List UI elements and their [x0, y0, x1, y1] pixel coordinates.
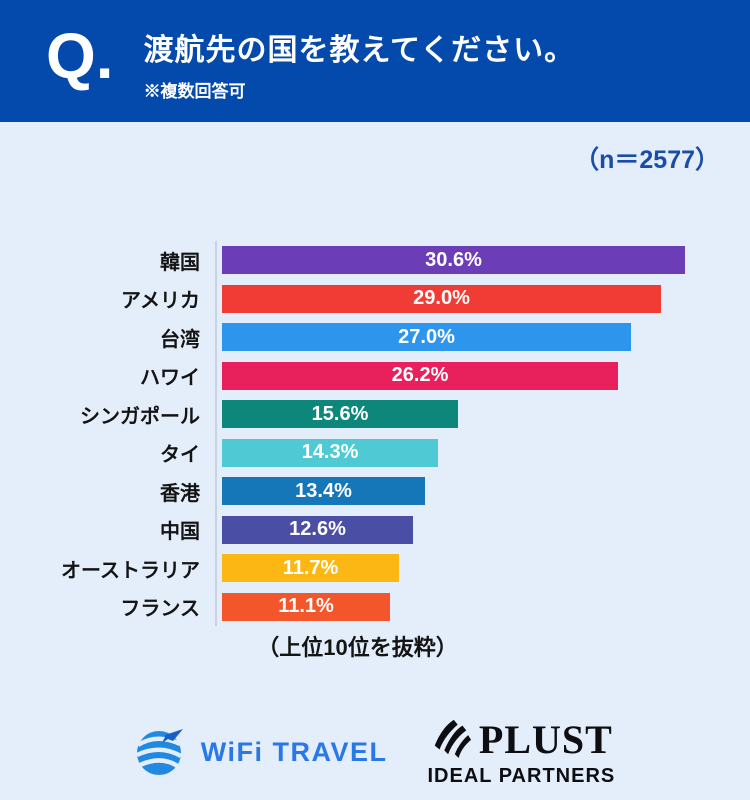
- question-mark-label: Q.: [46, 20, 114, 92]
- bar-category-label: アメリカ: [121, 290, 200, 312]
- chart-row: 韓国 30.6%: [0, 246, 750, 274]
- question-header: Q. 渡航先の国を教えてください。 ※複数回答可: [0, 0, 750, 122]
- question-subtitle: ※複数回答可: [143, 81, 246, 101]
- bar-category-label: タイ: [160, 444, 200, 466]
- bar: 27.0%: [222, 323, 631, 351]
- chart-row: シンガポール 15.6%: [0, 400, 750, 428]
- bar-category-label: 中国: [160, 521, 200, 543]
- plust-logo: PLUST IDEAL PARTNERS: [428, 717, 616, 788]
- bar-track: 27.0%: [222, 323, 750, 351]
- chart-rows: 韓国 30.6% アメリカ 29.0% 台湾 27.0% ハワイ 26.2% シンガポール 15.…: [0, 246, 750, 621]
- bar-category-label: 香港: [160, 482, 200, 505]
- bar: 11.7%: [222, 554, 399, 582]
- bar-value-label: 14.3%: [301, 441, 359, 463]
- question-title: 渡航先の国を教えてください。: [143, 33, 576, 67]
- bar-value-label: 27.0%: [398, 325, 455, 348]
- bar-value-label: 30.6%: [425, 248, 482, 271]
- bar-track: 13.4%: [222, 477, 750, 505]
- chart-row: オーストラリア 11.7%: [0, 554, 750, 582]
- bar: 26.2%: [222, 361, 618, 390]
- bar-category-label: 韓国: [160, 251, 200, 274]
- bar-track: 14.3%: [222, 438, 750, 467]
- bar-track: 26.2%: [222, 361, 750, 390]
- chart-axis-line: [215, 241, 217, 626]
- plust-sublabel: IDEAL PARTNERS: [427, 764, 616, 787]
- bar-track: 29.0%: [222, 284, 750, 313]
- bar-value-label: 13.4%: [295, 479, 352, 502]
- sample-size-label: （n＝2577）: [574, 146, 720, 174]
- bar-value-label: 15.6%: [311, 402, 369, 425]
- bar: 30.6%: [222, 246, 685, 274]
- bar-category-label: フランス: [120, 598, 200, 620]
- bar: 14.3%: [222, 438, 438, 467]
- bar-category-label: ハワイ: [140, 367, 200, 389]
- bar-value-label: 29.0%: [413, 287, 470, 309]
- bar-track: 12.6%: [222, 515, 750, 544]
- chart-row: タイ 14.3%: [0, 438, 750, 467]
- bar: 29.0%: [222, 284, 661, 313]
- chart-row: フランス 11.1%: [0, 592, 750, 621]
- wifi-travel-wordmark: WiFi TRAVEL: [200, 736, 388, 767]
- bar: 15.6%: [222, 400, 458, 428]
- bar-track: 30.6%: [222, 246, 750, 274]
- bar: 13.4%: [222, 477, 425, 505]
- globe-airplane-icon: [135, 723, 187, 782]
- bar-track: 11.7%: [222, 554, 750, 582]
- bar-value-label: 12.6%: [289, 518, 346, 540]
- bar-category-label: シンガポール: [80, 405, 200, 428]
- bar-category-label: オーストラリア: [61, 559, 200, 582]
- bar-chart: 韓国 30.6% アメリカ 29.0% 台湾 27.0% ハワイ 26.2% シンガポール 15.…: [0, 241, 750, 631]
- chart-row: 香港 13.4%: [0, 477, 750, 505]
- chart-note: （上位10位を抜粋）: [257, 635, 458, 660]
- chart-row: 中国 12.6%: [0, 515, 750, 544]
- bar-track: 11.1%: [222, 592, 750, 621]
- plust-wordmark: PLUST: [478, 717, 613, 762]
- bar-value-label: 11.1%: [278, 595, 334, 617]
- bar-track: 15.6%: [222, 400, 750, 428]
- chart-row: ハワイ 26.2%: [0, 361, 750, 390]
- bar-value-label: 11.7%: [282, 556, 339, 579]
- footer-logos: WiFi TRAVEL PLUST IDEAL PARTNERS: [0, 712, 750, 792]
- bar-value-label: 26.2%: [391, 364, 449, 386]
- header-text-block: 渡航先の国を教えてください。 ※複数回答可: [144, 21, 576, 102]
- chart-row: 台湾 27.0%: [0, 323, 750, 351]
- plust-brush-icon: [430, 717, 472, 764]
- bar-category-label: 台湾: [160, 328, 200, 351]
- wifi-travel-logo: WiFi TRAVEL: [135, 723, 388, 782]
- bar: 11.1%: [222, 592, 390, 621]
- bar: 12.6%: [222, 515, 413, 544]
- chart-row: アメリカ 29.0%: [0, 284, 750, 313]
